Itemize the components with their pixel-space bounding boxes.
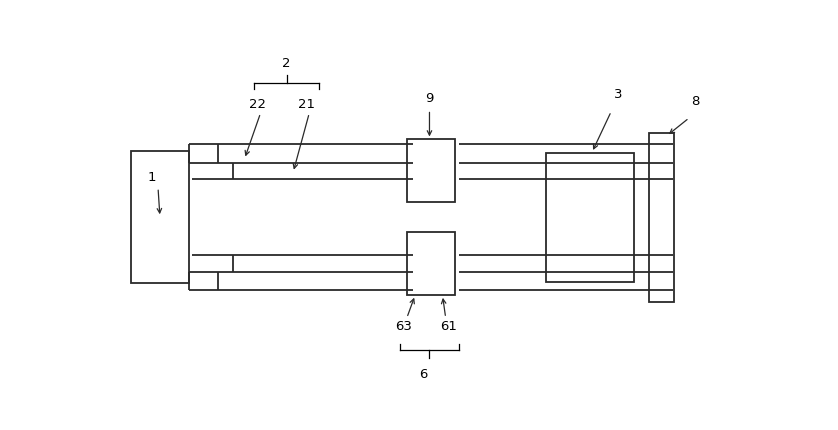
Text: 1: 1 <box>147 171 156 184</box>
Text: 8: 8 <box>691 95 700 108</box>
Text: 63: 63 <box>395 320 412 333</box>
Text: 2: 2 <box>282 57 291 70</box>
Bar <box>131 151 189 283</box>
Bar <box>546 153 634 282</box>
Text: 6: 6 <box>419 368 427 381</box>
Bar <box>406 232 456 295</box>
Text: 22: 22 <box>249 98 266 111</box>
Text: 61: 61 <box>441 320 458 333</box>
Bar <box>649 133 674 301</box>
Bar <box>406 139 456 202</box>
Text: 3: 3 <box>613 88 622 101</box>
Text: 9: 9 <box>426 92 433 104</box>
Text: 21: 21 <box>297 98 314 111</box>
